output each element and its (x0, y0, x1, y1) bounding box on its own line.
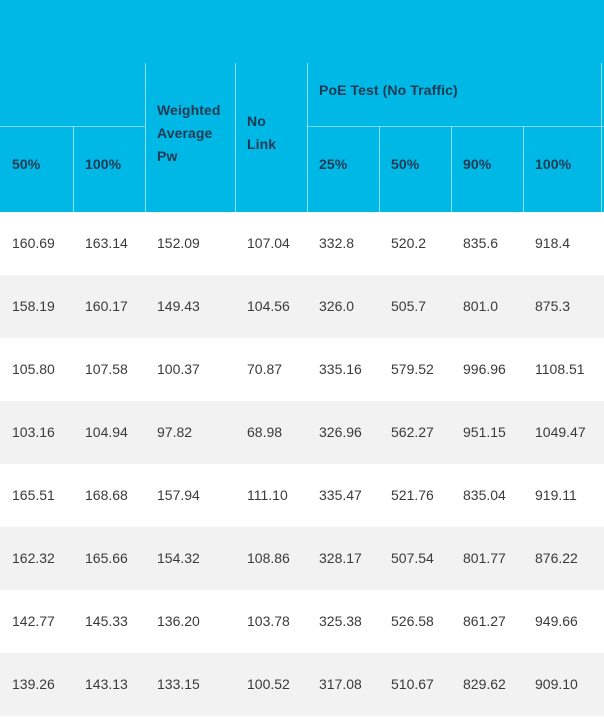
header-col-50: 50% (12, 156, 41, 172)
table-cell: 505.7 (391, 298, 427, 314)
header-divider (235, 63, 236, 212)
table-cell: 162.32 (12, 550, 55, 566)
table-cell: 909.10 (535, 676, 578, 692)
table-cell: 107.04 (247, 235, 290, 251)
header-weighted-line3: Pw (157, 148, 178, 164)
header-poe-50: 50% (391, 156, 420, 172)
table-cell: 154.32 (157, 550, 200, 566)
table-cell: 145.33 (85, 613, 128, 629)
table-cell: 165.51 (12, 487, 55, 503)
header-weighted-average: Weighted Average Pw (157, 99, 221, 168)
table-cell: 562.27 (391, 424, 434, 440)
table-cell: 160.69 (12, 235, 55, 251)
header-divider (307, 63, 308, 212)
header-group-poe-test: PoE Test (No Traffic) (319, 82, 458, 98)
header-poe-100: 100% (535, 156, 572, 172)
table-cell: 801.77 (463, 550, 506, 566)
table-row: 139.26 143.13 133.15 100.52 317.08 510.67 829.… (0, 653, 604, 716)
table-cell: 160.17 (85, 298, 128, 314)
table-cell: 133.15 (157, 676, 200, 692)
table-cell: 105.80 (12, 361, 55, 377)
table-cell: 111.10 (247, 487, 288, 503)
header-no-link: No Link (247, 110, 276, 156)
header-weighted-line2: Average (157, 125, 213, 141)
table-cell: 919.11 (535, 487, 577, 503)
table-cell: 861.27 (463, 613, 506, 629)
table-cell: 326.0 (319, 298, 355, 314)
header-divider (379, 126, 380, 212)
header-divider (601, 63, 602, 212)
table-cell: 801.0 (463, 298, 499, 314)
table-cell: 510.67 (391, 676, 434, 692)
table-cell: 103.78 (247, 613, 290, 629)
table-cell: 100.37 (157, 361, 200, 377)
table-cell: 951.15 (463, 424, 506, 440)
table-cell: 97.82 (157, 424, 193, 440)
table-cell: 136.20 (157, 613, 200, 629)
table-row: 162.32 165.66 154.32 108.86 328.17 507.54 801.… (0, 527, 604, 590)
table-cell: 521.76 (391, 487, 434, 503)
table-cell: 104.94 (85, 424, 128, 440)
table-cell: 143.13 (85, 676, 128, 692)
table-cell: 107.58 (85, 361, 128, 377)
table-cell: 579.52 (391, 361, 434, 377)
header-poe-25: 25% (319, 156, 348, 172)
header-nolink-line2: Link (247, 136, 277, 152)
table-cell: 835.6 (463, 235, 499, 251)
table-row: 105.80 107.58 100.37 70.87 335.16 579.52 996.9… (0, 338, 604, 401)
table-cell: 332.8 (319, 235, 355, 251)
table-header: PoE Test (No Traffic) 50% 100% Weighted … (0, 0, 604, 212)
table-cell: 876.22 (535, 550, 578, 566)
table-cell: 100.52 (247, 676, 290, 692)
table-cell: 1108.51 (535, 361, 585, 377)
header-divider (451, 126, 452, 212)
table-row: 160.69 163.14 152.09 107.04 332.8 520.2 835.6 9… (0, 212, 604, 275)
header-weighted-line1: Weighted (157, 102, 221, 118)
table-row: 142.77 145.33 136.20 103.78 325.38 526.58 861.… (0, 590, 604, 653)
table-cell: 68.98 (247, 424, 283, 440)
table-cell: 70.87 (247, 361, 283, 377)
table-cell: 163.14 (85, 235, 128, 251)
table-cell: 104.56 (247, 298, 290, 314)
table-cell: 835.04 (463, 487, 506, 503)
table-cell: 949.66 (535, 613, 578, 629)
table-cell: 335.47 (319, 487, 362, 503)
header-divider (0, 126, 145, 127)
table-cell: 165.66 (85, 550, 128, 566)
table-cell: 520.2 (391, 235, 427, 251)
table-cell: 152.09 (157, 235, 200, 251)
table-cell: 103.16 (12, 424, 55, 440)
table-cell: 875.3 (535, 298, 571, 314)
header-nolink-line1: No (247, 113, 266, 129)
header-divider (523, 126, 524, 212)
table-cell: 829.62 (463, 676, 506, 692)
table-row: 103.16 104.94 97.82 68.98 326.96 562.27 951.15… (0, 401, 604, 464)
table-cell: 158.19 (12, 298, 55, 314)
table-cell: 325.38 (319, 613, 362, 629)
header-poe-90: 90% (463, 156, 492, 172)
table-cell: 328.17 (319, 550, 362, 566)
table-cell: 149.43 (157, 298, 200, 314)
table-cell: 996.96 (463, 361, 506, 377)
header-divider (73, 126, 74, 212)
table-cell: 168.68 (85, 487, 128, 503)
table-cell: 139.26 (12, 676, 55, 692)
table-cell: 507.54 (391, 550, 434, 566)
table-row: 165.51 168.68 157.94 111.10 335.47 521.76 835.… (0, 464, 604, 527)
table-cell: 142.77 (12, 613, 55, 629)
table-cell: 918.4 (535, 235, 571, 251)
table-cell: 317.08 (319, 676, 362, 692)
table-cell: 335.16 (319, 361, 362, 377)
table-cell: 157.94 (157, 487, 200, 503)
header-divider (145, 63, 146, 212)
table-cell: 326.96 (319, 424, 362, 440)
header-divider (307, 126, 604, 127)
table-cell: 108.86 (247, 550, 290, 566)
table-cell: 526.58 (391, 613, 434, 629)
table-row: 158.19 160.17 149.43 104.56 326.0 505.7 801.0 8… (0, 275, 604, 338)
table-cell: 1049.47 (535, 424, 586, 440)
header-col-100: 100% (85, 156, 122, 172)
